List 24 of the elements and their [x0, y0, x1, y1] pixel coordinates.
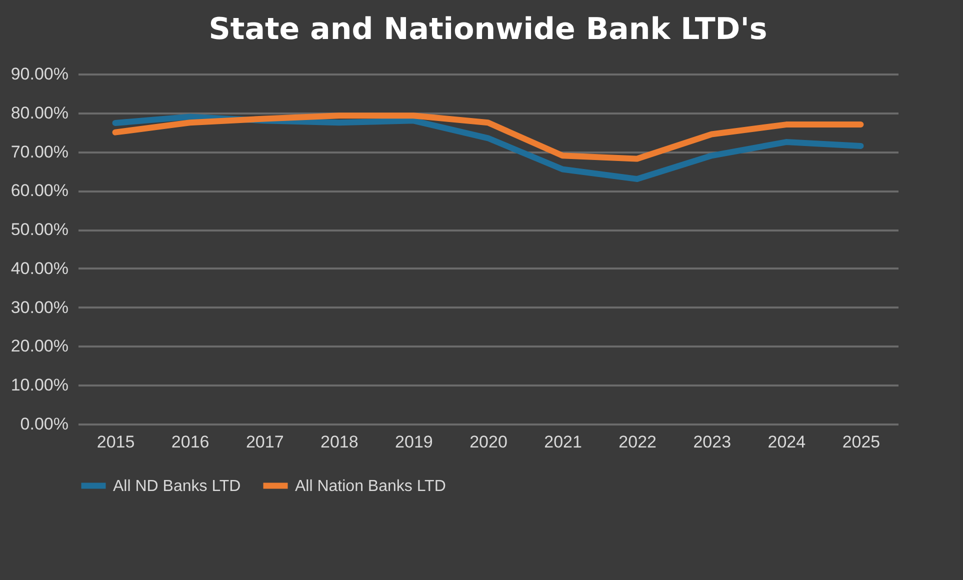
y-tick-label: 80.00% [10, 103, 68, 122]
y-tick-label: 50.00% [10, 220, 68, 240]
x-tick-label: 2018 [320, 432, 358, 452]
x-tick-label: 2024 [768, 432, 806, 452]
y-tick-label: 40.00% [10, 258, 68, 278]
chart-title: State and Nationwide Bank LTD's [208, 12, 768, 47]
x-tick-label: 2022 [618, 432, 657, 452]
x-tick-label: 2025 [842, 432, 880, 452]
x-tick-label: 2017 [246, 432, 284, 452]
x-tick-label: 2016 [171, 432, 210, 452]
x-tick-label: 2019 [395, 432, 433, 452]
x-tick-label: 2020 [470, 432, 508, 452]
y-tick-label: 60.00% [10, 181, 68, 200]
legend-label: All ND Banks LTD [113, 478, 241, 495]
x-tick-label: 2015 [96, 432, 135, 452]
x-tick-label: 2023 [693, 432, 732, 452]
y-tick-label: 0.00% [20, 414, 68, 434]
y-tick-label: 90.00% [10, 64, 68, 84]
x-tick-label: 2021 [544, 432, 582, 452]
y-tick-label: 30.00% [10, 298, 68, 317]
legend-label: All Nation Banks LTD [295, 478, 446, 495]
y-tick-label: 10.00% [10, 376, 68, 395]
y-tick-label: 70.00% [10, 142, 68, 162]
y-tick-label: 20.00% [10, 336, 68, 356]
